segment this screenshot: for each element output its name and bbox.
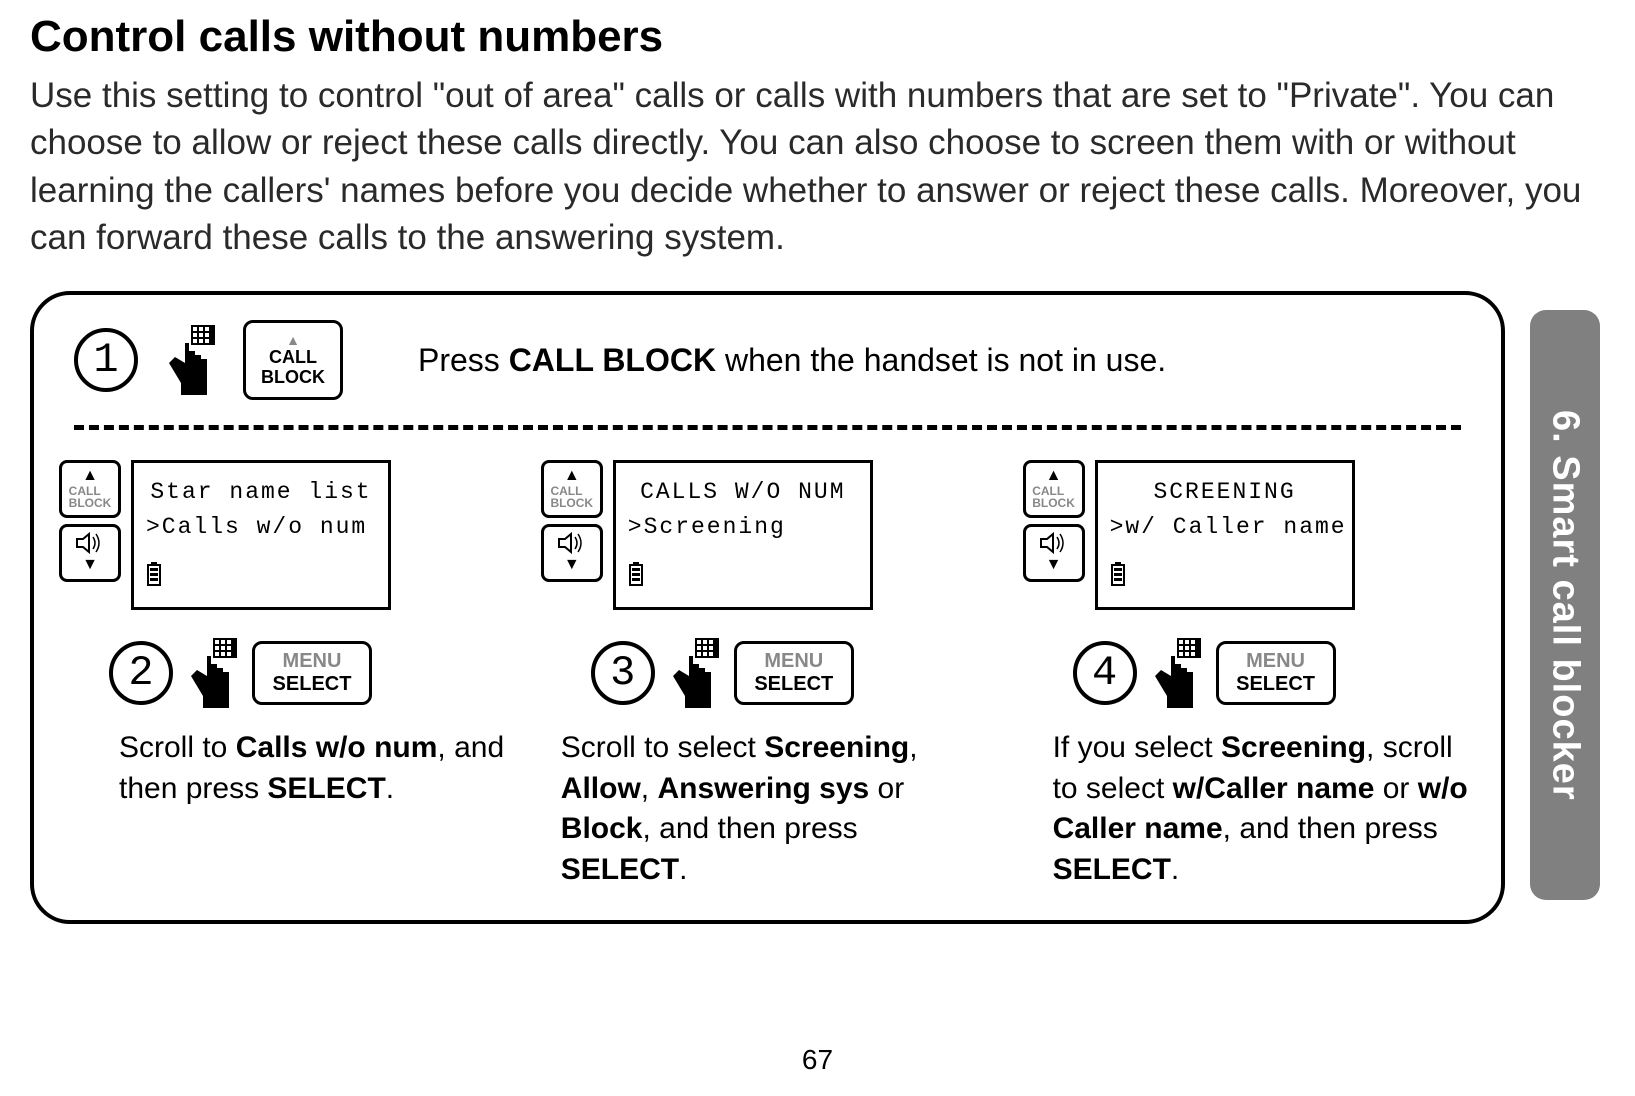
up-triangle-icon: ▲ [82,468,98,485]
chapter-side-tab: 6. Smart call blocker [1530,310,1600,900]
lcd-screen-step2: Star name list >Calls w/o num [131,460,391,610]
call-block-up-button: ▲ CALLBLOCK [541,460,603,518]
down-triangle-icon: ▼ [564,557,580,574]
nav-call-label-lower: BLOCK [69,496,112,510]
tap-hand-icon [185,638,240,708]
step3-desc-7: Block [561,812,643,845]
dashed-divider [74,425,1461,430]
lcd-line1: SCREENING [1110,475,1340,510]
nav-call-label-lower: BLOCK [550,496,593,510]
steps-2-4-row: ▲ CALLBLOCK ▼ Star name list >Calls w/o … [54,460,1481,890]
intro-paragraph: Use this setting to control "out of area… [0,72,1635,281]
call-block-up-button: ▲ CALLBLOCK [1023,460,1085,518]
lcd-screen-step4: SCREENING >w/ Caller name [1095,460,1355,610]
page-title: Control calls without numbers [0,0,1635,72]
up-triangle-icon: ▲ [1046,468,1062,485]
tap-hand-icon [1149,638,1204,708]
menu-select-button: MENU SELECT [252,641,372,705]
battery-icon [1110,562,1126,598]
lcd-line2: >w/ Caller name [1110,510,1340,545]
step4-desc-0: If you select [1053,731,1221,764]
speaker-icon [1039,532,1069,558]
step3-desc-2: , [909,731,917,764]
step3-desc-3: Allow [561,772,641,805]
lcd-line1: CALLS W/O NUM [628,475,858,510]
step4-desc-6: , and then press [1223,812,1438,845]
step2-desc-1: Calls w/o num [236,731,438,764]
step1-number-circle: 1 [74,328,138,392]
menu-select-button: MENU SELECT [1216,641,1336,705]
step3-desc-10: . [679,853,687,886]
speaker-icon [557,532,587,558]
step3-desc-5: Answering sys [657,772,869,805]
step2-description: Scroll to Calls w/o num, and then press … [59,728,512,809]
step2-desc-0: Scroll to [119,731,236,764]
battery-icon [628,562,644,598]
step1-text-suffix: when the handset is not in use. [716,342,1166,378]
step3-desc-1: Screening [764,731,909,764]
lcd-line2: >Screening [628,510,858,545]
step3-number-circle: 3 [591,641,655,705]
step3-desc-8: , and then press [642,812,857,845]
tap-hand-icon [667,638,722,708]
speaker-down-button: ▼ [59,524,121,582]
step4-description: If you select Screening, scroll to selec… [1023,728,1476,890]
step1-instruction: Press CALL BLOCK when the handset is not… [368,342,1166,379]
nav-call-label-lower: BLOCK [1032,496,1075,510]
nav-buttons-group: ▲ CALLBLOCK ▼ [1023,460,1085,582]
lcd-line1: Star name list [146,475,376,510]
down-triangle-icon: ▼ [82,557,98,574]
step3-column: ▲ CALLBLOCK ▼ CALLS W/O NUM >Screening [541,460,994,890]
arrow-up-icon: ▲ [286,333,300,348]
speaker-down-button: ▼ [541,524,603,582]
step4-desc-4: or [1374,772,1417,805]
lcd-screen-step3: CALLS W/O NUM >Screening [613,460,873,610]
nav-buttons-group: ▲ CALLBLOCK ▼ [59,460,121,582]
step2-desc-4: . [386,772,394,805]
call-block-up-button: ▲ CALLBLOCK [59,460,121,518]
call-block-button: ▲ CALL BLOCK [243,320,343,400]
step3-desc-9: SELECT [561,853,679,886]
nav-buttons-group: ▲ CALLBLOCK ▼ [541,460,603,582]
step4-desc-3: w/Caller name [1173,772,1375,805]
step1-row: 1 ▲ CALL BLOCK Press CALL BLOCK when the… [54,320,1481,425]
speaker-icon [75,532,105,558]
menu-label: MENU [1246,650,1305,673]
step4-desc-1: Screening [1221,731,1366,764]
step1-text-prefix: Press [418,342,509,378]
battery-icon [146,562,162,598]
step2-number-circle: 2 [109,641,173,705]
call-block-label-lower: BLOCK [261,367,325,387]
step2-desc-3: SELECT [267,772,385,805]
select-label: SELECT [273,673,352,696]
chapter-label: 6. Smart call blocker [1544,410,1587,801]
menu-label: MENU [764,650,823,673]
call-block-label-upper: CALL [269,347,317,367]
lcd-line2: >Calls w/o num [146,510,376,545]
menu-select-button: MENU SELECT [734,641,854,705]
step2-column: ▲ CALLBLOCK ▼ Star name list >Calls w/o … [59,460,512,890]
tap-hand-icon [163,325,218,395]
down-triangle-icon: ▼ [1046,557,1062,574]
step1-text-bold: CALL BLOCK [509,342,716,378]
step3-description: Scroll to select Screening, Allow, Answe… [541,728,994,890]
up-triangle-icon: ▲ [564,468,580,485]
select-label: SELECT [754,673,833,696]
instruction-box: 1 ▲ CALL BLOCK Press CALL BLOCK when the… [30,291,1505,924]
select-label: SELECT [1236,673,1315,696]
step4-column: ▲ CALLBLOCK ▼ SCREENING >w/ Caller name [1023,460,1476,890]
step3-desc-6: or [869,772,904,805]
step4-desc-7: SELECT [1053,853,1171,886]
menu-label: MENU [283,650,342,673]
step3-desc-4: , [641,772,658,805]
step4-number-circle: 4 [1073,641,1137,705]
step3-desc-0: Scroll to select [561,731,764,764]
page-number: 67 [0,1044,1635,1076]
speaker-down-button: ▼ [1023,524,1085,582]
step4-desc-8: . [1171,853,1179,886]
